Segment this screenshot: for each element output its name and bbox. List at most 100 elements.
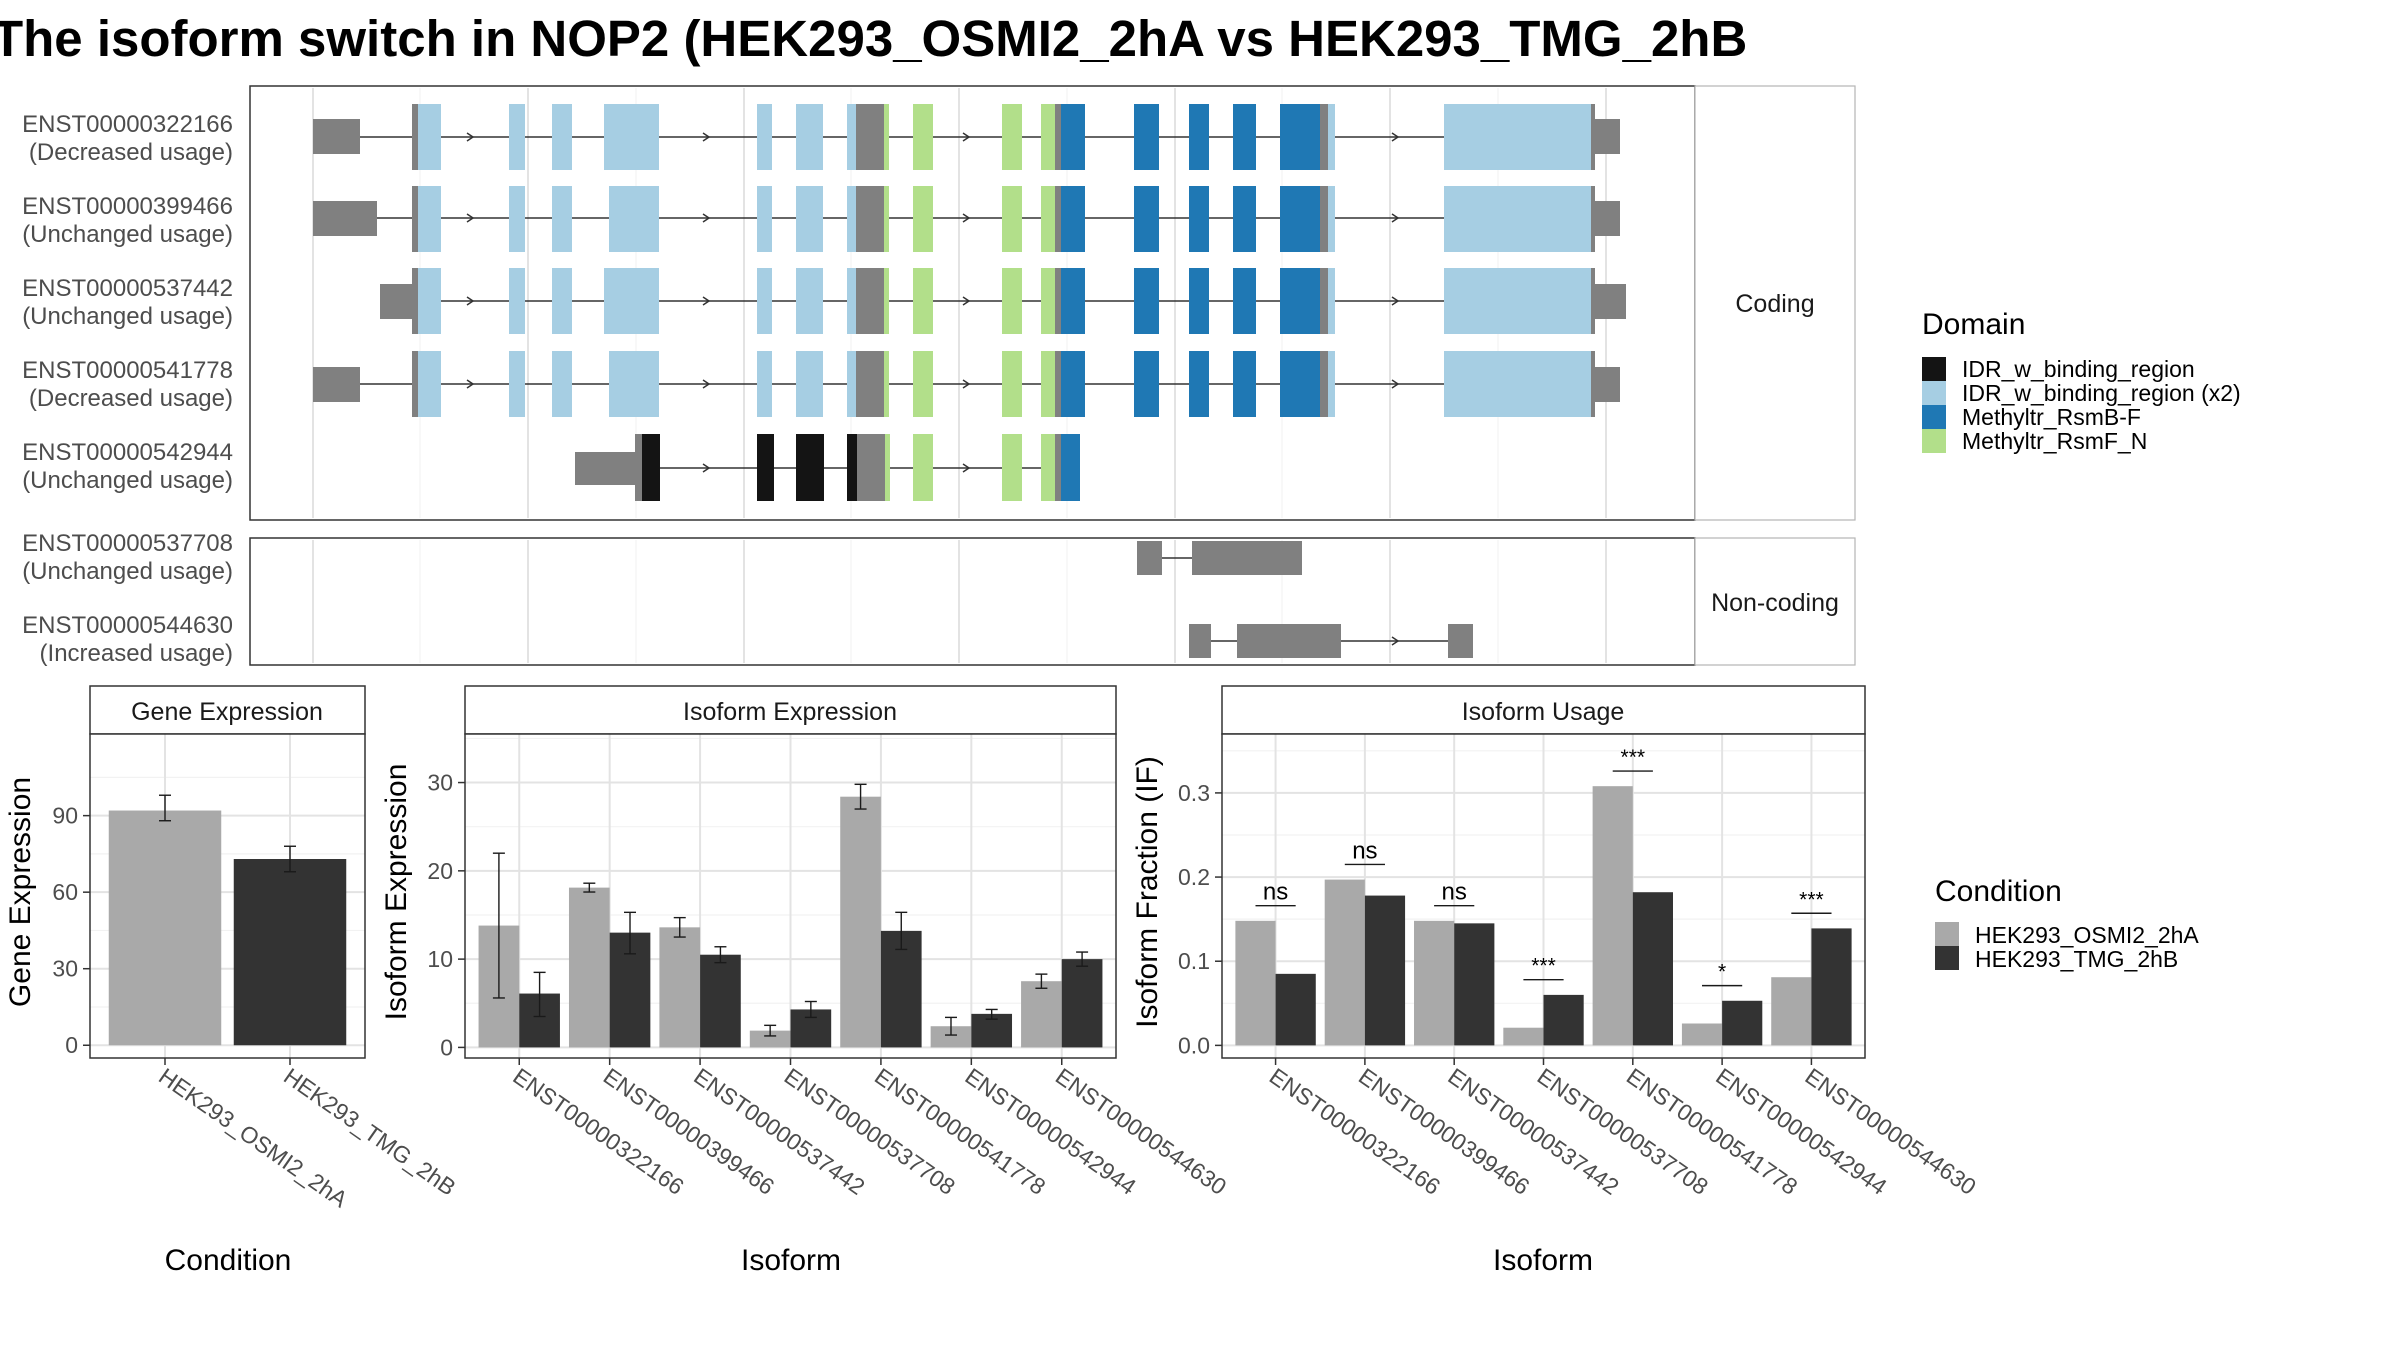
isoform-label: ENST00000544630 bbox=[22, 612, 233, 639]
y-tick-label: 60 bbox=[52, 879, 78, 905]
bar bbox=[1061, 959, 1103, 1048]
legend-label: IDR_w_binding_region (x2) bbox=[1962, 380, 2241, 406]
bar bbox=[659, 927, 701, 1048]
transcript-track bbox=[380, 268, 1626, 334]
x-axis-title: Isoform bbox=[1493, 1244, 1593, 1277]
figure-title: The isoform switch in NOP2 (HEK293_OSMI2… bbox=[0, 10, 1747, 67]
facet-strip bbox=[464, 685, 1117, 735]
y-tick-label: 90 bbox=[52, 803, 78, 829]
isoform-expression-chart: Isoform Expression 0102030ENST0000032216… bbox=[380, 685, 1231, 1277]
legend-swatch-idr-x2 bbox=[1922, 381, 1946, 405]
bar bbox=[1681, 1023, 1723, 1046]
y-tick-label: 0 bbox=[440, 1034, 453, 1060]
isoform-labels: ENST00000322166 (Decreased usage) ENST00… bbox=[22, 111, 233, 667]
isoform-usage-label: (Decreased usage) bbox=[29, 385, 233, 412]
bar bbox=[1811, 928, 1852, 1046]
coding-strip bbox=[1694, 85, 1856, 521]
y-tick-label: 10 bbox=[427, 946, 453, 972]
legend-label: Methyltr_RsmB-F bbox=[1962, 404, 2141, 430]
bar bbox=[1414, 920, 1455, 1046]
legend-label: Methyltr_RsmF_N bbox=[1962, 428, 2147, 454]
y-tick-label: 0 bbox=[65, 1032, 78, 1058]
gene-expression-chart: Gene Expression 0306090HEK293_OSMI2_2hAH… bbox=[4, 685, 461, 1277]
bar bbox=[1454, 923, 1495, 1046]
bar bbox=[568, 887, 610, 1048]
bar bbox=[840, 796, 881, 1048]
bar bbox=[1021, 981, 1062, 1048]
y-axis-title: Isoform Fraction (IF) bbox=[1131, 756, 1164, 1028]
isoform-usage-label: (Decreased usage) bbox=[29, 139, 233, 166]
transcript-track bbox=[313, 351, 1620, 417]
significance-label: ns bbox=[1442, 879, 1467, 906]
bar bbox=[1592, 786, 1633, 1046]
isoform-label: ENST00000537442 bbox=[22, 275, 233, 302]
bar bbox=[1324, 879, 1365, 1046]
bar bbox=[930, 1026, 972, 1048]
bar bbox=[108, 810, 222, 1046]
legend-label: IDR_w_binding_region bbox=[1962, 356, 2195, 382]
condition-legend-title: Condition bbox=[1935, 875, 2062, 908]
bar bbox=[700, 954, 741, 1048]
isoform-label: ENST00000322166 bbox=[22, 111, 233, 138]
isoform-usage-chart: Isoform Usage nsnsns**********0.00.10.20… bbox=[1131, 685, 1981, 1277]
transcript-track bbox=[575, 434, 1080, 501]
bar bbox=[1503, 1027, 1544, 1046]
legend-label: HEK293_TMG_2hB bbox=[1975, 946, 2178, 972]
bar bbox=[749, 1030, 791, 1048]
noncoding-panel bbox=[249, 537, 1696, 666]
isoform-label: ENST00000542944 bbox=[22, 439, 233, 466]
bar bbox=[1722, 1000, 1763, 1046]
noncoding-strip bbox=[1694, 537, 1856, 666]
bar bbox=[1275, 973, 1316, 1046]
plot-area: 0102030ENST00000322166ENST00000399466ENS… bbox=[427, 733, 1231, 1200]
bar bbox=[1235, 920, 1276, 1046]
x-axis-title: Isoform bbox=[741, 1244, 841, 1277]
bar bbox=[1543, 994, 1584, 1046]
legend-swatch-osmi2 bbox=[1935, 922, 1959, 946]
facet-title: Gene Expression bbox=[131, 698, 323, 726]
isoform-usage-label: (Unchanged usage) bbox=[22, 558, 233, 585]
isoform-label: ENST00000537708 bbox=[22, 530, 233, 557]
facet-title: Isoform Usage bbox=[1462, 698, 1625, 726]
legend-swatch-idr bbox=[1922, 357, 1946, 381]
legend-label: HEK293_OSMI2_2hA bbox=[1975, 922, 2199, 948]
isoform-usage-label: (Unchanged usage) bbox=[22, 221, 233, 248]
bar bbox=[233, 859, 347, 1046]
y-axis-title: Gene Expression bbox=[4, 777, 37, 1007]
bar bbox=[1771, 977, 1812, 1046]
isoform-usage-label: (Unchanged usage) bbox=[22, 303, 233, 330]
transcript-tracks bbox=[313, 104, 1626, 658]
bar bbox=[1364, 895, 1406, 1046]
isoform-label: ENST00000541778 bbox=[22, 357, 233, 384]
y-tick-label: 0.3 bbox=[1178, 780, 1210, 806]
significance-label: * bbox=[1718, 961, 1726, 984]
legend-swatch-rsmf bbox=[1922, 429, 1946, 453]
significance-label: *** bbox=[1799, 888, 1824, 911]
plot-border bbox=[89, 733, 366, 1059]
noncoding-strip-label: Non-coding bbox=[1711, 589, 1839, 617]
domain-legend: Domain IDR_w_binding_region IDR_w_bindin… bbox=[1922, 308, 2241, 454]
transcript-track bbox=[313, 186, 1620, 252]
x-tick-label: ENST00000544630 bbox=[1051, 1063, 1231, 1200]
facet-title: Isoform Expression bbox=[683, 698, 897, 726]
transcript-track bbox=[1189, 624, 1473, 658]
significance-label: *** bbox=[1531, 955, 1556, 978]
intron-arrows bbox=[466, 132, 1400, 646]
y-tick-label: 0.1 bbox=[1178, 948, 1210, 974]
legend-swatch-rsmb bbox=[1922, 405, 1946, 429]
transcript-track bbox=[313, 104, 1620, 170]
y-tick-label: 30 bbox=[427, 770, 453, 796]
significance-label: ns bbox=[1352, 837, 1377, 864]
legend-swatch-tmg bbox=[1935, 946, 1959, 970]
isoform-label: ENST00000399466 bbox=[22, 193, 233, 220]
y-axis-title: Isoform Expression bbox=[380, 764, 413, 1021]
y-tick-label: 30 bbox=[52, 956, 78, 982]
domain-legend-title: Domain bbox=[1922, 308, 2025, 341]
coding-strip-label: Coding bbox=[1735, 290, 1814, 318]
transcript-track bbox=[1137, 541, 1302, 575]
plot-area: nsnsns**********0.00.10.20.3ENST00000322… bbox=[1178, 733, 1981, 1200]
facet-strip bbox=[89, 685, 366, 735]
y-tick-label: 20 bbox=[427, 858, 453, 884]
